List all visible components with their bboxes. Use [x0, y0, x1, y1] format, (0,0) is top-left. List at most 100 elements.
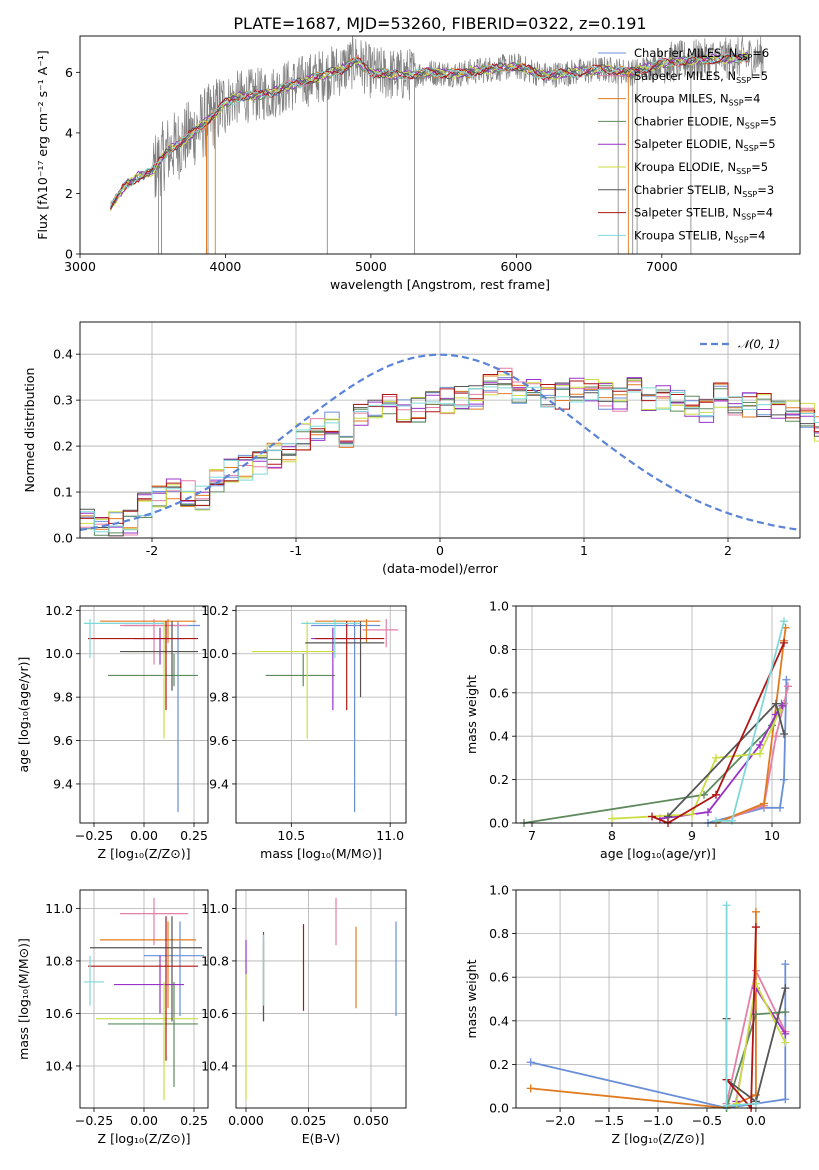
Z-age-ytick-label: 9.4: [53, 776, 73, 791]
age-weight-axes: 7 8 9 10 0.0 0.2 0.4 0.6 0.8 1.0: [489, 599, 800, 843]
age-weight-marker: [688, 810, 696, 819]
Z-weight-axes: −2.0 −1.5 −1.0 −0.5 0.0 0.0 0.2 0.4 0.6 0.8 1.0: [489, 883, 800, 1128]
age-weight-marker: [712, 790, 720, 799]
Z-weight-xlabel: Z [log₁₀(Z/Z⊙)]: [612, 1131, 705, 1146]
mass-age-xtick-label: 11.0: [376, 828, 404, 843]
Z-mass-axes: −0.25 0.00 0.25 10.4 10.6 10.8 11.0: [45, 890, 208, 1128]
spectrum-model-line: [110, 53, 748, 210]
spectrum-ylabel: Flux [fλ10⁻¹⁷ erg cm⁻² s⁻¹ A⁻¹]: [35, 50, 50, 239]
EBV-mass-ytick-label: 10.6: [201, 1006, 229, 1021]
Z-weight-marker: [781, 1008, 790, 1017]
Z-weight-ylabel: mass weight: [464, 959, 479, 1038]
age-weight-xlabel: age [log₁₀(age/yr)]: [600, 846, 716, 861]
Z-age-points: [84, 619, 200, 813]
Z-weight-xtick-label: −0.5: [692, 1113, 722, 1128]
gaussian-curve: [79, 353, 801, 531]
Z-weight-ytick-label: 1.0: [489, 883, 509, 898]
age-weight-line: [667, 701, 785, 818]
age-weight-marker: [728, 816, 736, 825]
Z-weight-xtick-label: −2.0: [545, 1113, 575, 1128]
age-weight-marker: [700, 790, 708, 799]
age-weight-marker: [780, 775, 788, 784]
age-weight-frame: [515, 605, 801, 824]
Z-weight-marker: [751, 979, 760, 988]
age-weight-marker: [712, 753, 720, 762]
spectrum-xtick-label: 4000: [210, 259, 242, 274]
Z-age-ytick-label: 9.6: [53, 733, 73, 748]
Z-weight-xtick-label: 0.0: [746, 1113, 766, 1128]
spectrum-model-line: [110, 53, 748, 207]
age-weight-marker: [780, 730, 788, 739]
age-weight-ytick-label: 0.2: [489, 772, 509, 787]
Z-weight-ytick-label: 0.8: [489, 926, 509, 941]
Z-weight-marker: [722, 1101, 731, 1110]
legend-label: Salpeter STELIB, NSSP=4: [634, 206, 773, 222]
age-weight-marker: [772, 699, 780, 708]
spectrum-data-line: [110, 36, 764, 209]
Z-mass-ytick-label: 10.8: [45, 953, 73, 968]
age-weight-line: [523, 703, 783, 824]
Z-age-ytick-label: 9.8: [53, 690, 73, 705]
gaussian-legend-label: 𝒩(0, 1): [738, 337, 780, 351]
age-weight-marker: [780, 617, 788, 626]
age-weight-marker: [704, 808, 712, 817]
Z-weight-ytick-label: 0.2: [489, 1057, 509, 1072]
Z-weight-marker: [751, 923, 760, 932]
mass-age-xtick-label: 10.5: [277, 828, 305, 843]
Z-mass-ytick-label: 10.4: [45, 1058, 73, 1073]
Z-weight-marker: [526, 1084, 535, 1093]
EBV-mass-ytick-label: 10.4: [201, 1058, 229, 1073]
Z-weight-marker: [751, 907, 760, 916]
spectrum-xtick-label: 7000: [646, 259, 678, 274]
Z-weight-marker: [732, 1099, 741, 1108]
residuals-axes: -2 -1 0 1 2 0.0 0.1 0.2 0.3 0.4: [53, 322, 800, 558]
age-weight-ytick-label: 1.0: [489, 599, 509, 614]
EBV-mass-ytick-label: 10.8: [201, 953, 229, 968]
Z-mass-ytick-label: 10.6: [45, 1006, 73, 1021]
residuals-xtick-label: 1: [580, 543, 588, 558]
age-weight-series: [520, 617, 792, 827]
residuals-ytick-label: 0.2: [53, 439, 73, 454]
mass-age-frame: [235, 605, 407, 824]
EBV-mass-xtick-label: 0.025: [291, 1113, 327, 1128]
legend-label: Chabrier MILES, NSSP=6: [634, 46, 769, 62]
residuals-xtick-label: 0: [436, 543, 444, 558]
Z-weight-marker: [781, 984, 790, 993]
Z-mass-xtick-label: 0.00: [130, 1113, 158, 1128]
age-weight-marker: [756, 749, 764, 758]
residuals-xtick-label: -2: [146, 543, 158, 558]
Z-weight-marker: [751, 1099, 760, 1108]
mass-age-axes: 10.5 11.0 9.4 9.6 9.8 10.0 10.2: [201, 603, 406, 843]
figure-title: PLATE=1687, MJD=53260, FIBERID=0322, z=0…: [233, 14, 646, 33]
legend-label: Kroupa STELIB, NSSP=4: [634, 228, 765, 244]
age-weight-line: [651, 642, 785, 825]
Z-age-frame: [79, 605, 209, 824]
Z-weight-xtick-label: −1.5: [594, 1113, 624, 1128]
spectrum-ytick-label: 6: [65, 65, 73, 80]
mass-age-ytick-label: 9.8: [209, 690, 229, 705]
Z-age-axes: −0.25 0.00 0.25 9.4 9.6 9.8 10.0 10.2: [45, 603, 208, 843]
Z-weight-marker: [781, 1095, 790, 1104]
age-weight-ytick-label: 0.6: [489, 685, 509, 700]
Z-mass-points: [84, 897, 204, 1101]
legend-label: Salpeter ELODIE, NSSP=5: [634, 137, 776, 153]
EBV-mass-xtick-label: 0.050: [353, 1113, 389, 1128]
legend-label: Chabrier ELODIE, NSSP=5: [634, 114, 777, 130]
residuals-xtick-label: 2: [724, 543, 732, 558]
spectrum-xtick-label: 6000: [500, 259, 532, 274]
Z-weight-ytick-label: 0.6: [489, 970, 509, 985]
age-weight-marker: [778, 701, 787, 710]
residuals-ytick-label: 0.3: [53, 393, 73, 408]
residuals-xlabel: (data-model)/error: [382, 561, 499, 576]
Z-weight-ytick-label: 0.0: [489, 1101, 509, 1116]
mass-age-ytick-label: 10.2: [201, 603, 229, 618]
Z-mass-xlabel: Z [log₁₀(Z/Z⊙)]: [98, 1131, 191, 1146]
age-weight-marker: [756, 740, 764, 749]
Z-age-xtick-label: 0.25: [180, 828, 208, 843]
age-weight-xtick-label: 7: [528, 828, 536, 843]
Z-mass-frame: [79, 889, 209, 1109]
age-weight-marker: [648, 812, 656, 821]
age-weight-ylabel: mass weight: [464, 675, 479, 754]
Z-age-ytick-label: 10.2: [45, 603, 73, 618]
